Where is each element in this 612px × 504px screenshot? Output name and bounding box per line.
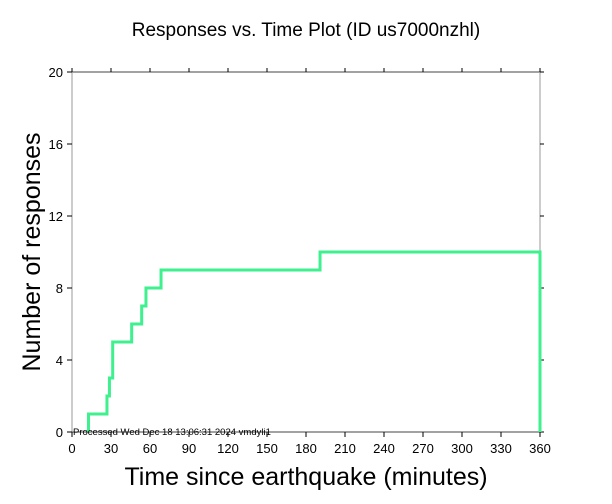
y-tick-label: 20	[49, 65, 63, 80]
chart-title: Responses vs. Time Plot (ID us7000nzhl)	[132, 20, 481, 41]
x-tick-label: 30	[104, 441, 118, 456]
y-tick-label: 12	[49, 209, 63, 224]
y-tick-label: 0	[56, 425, 63, 440]
x-tick-label: 180	[295, 441, 317, 456]
x-axis-label: Time since earthquake (minutes)	[124, 463, 487, 491]
x-tick-label: 90	[182, 441, 196, 456]
x-tick-label: 60	[143, 441, 157, 456]
x-tick-label: 150	[256, 441, 278, 456]
y-axis-label: Number of responses	[18, 132, 46, 371]
x-tick-label: 240	[373, 441, 395, 456]
x-tick-label: 360	[529, 441, 551, 456]
x-tick-label: 300	[451, 441, 473, 456]
x-tick-label: 330	[490, 441, 512, 456]
processed-annotation: Processed Wed Dec 18 13:06:31 2024 vmdyl…	[73, 427, 271, 438]
x-tick-label: 0	[68, 441, 75, 456]
axes: 0 30 60 90 120 150 180 210 240 270 300 330 360 0 4 8 12 1…	[49, 65, 551, 456]
x-tick-label: 270	[412, 441, 434, 456]
x-tick-label: 210	[334, 441, 356, 456]
responses-step-line	[87, 250, 542, 432]
x-tick-label: 120	[217, 441, 239, 456]
y-tick-label: 8	[56, 281, 63, 296]
y-tick-label: 16	[49, 137, 63, 152]
y-tick-label: 4	[56, 353, 63, 368]
